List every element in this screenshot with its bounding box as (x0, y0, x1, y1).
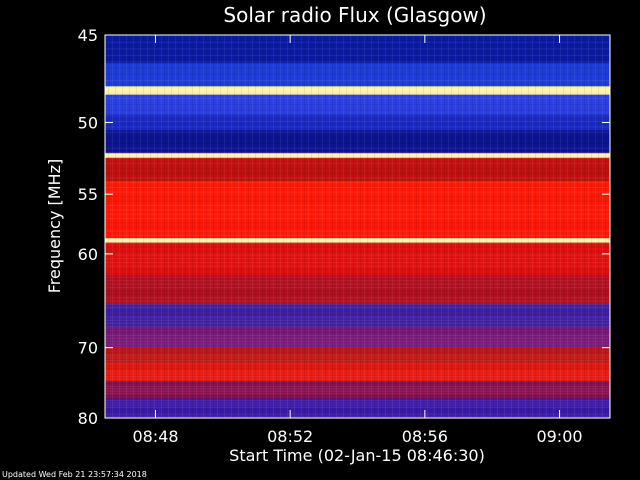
y-tick-label: 70 (78, 339, 98, 358)
y-tick-label: 80 (78, 409, 98, 428)
x-axis-label: Start Time (02-Jan-15 08:46:30) (229, 446, 485, 465)
y-tick-label: 55 (78, 185, 98, 204)
y-tick-label: 45 (78, 26, 98, 45)
x-tick-label: 08:56 (402, 427, 448, 446)
noise-overlay (105, 35, 610, 418)
y-axis: 45 50 55 60 70 80 (78, 26, 610, 428)
footer-timestamp: Updated Wed Feb 21 23:57:34 2018 (2, 470, 147, 479)
plot-frame (104, 34, 611, 419)
x-axis: 08:48 08:52 08:56 09:00 (132, 35, 583, 446)
y-tick-label: 50 (78, 114, 98, 133)
x-tick-label: 09:00 (536, 427, 582, 446)
chart-title: Solar radio Flux (Glasgow) (223, 3, 486, 27)
x-tick-label: 08:52 (267, 427, 313, 446)
x-tick-label: 08:48 (132, 427, 178, 446)
y-axis-label: Frequency [MHz] (45, 159, 64, 293)
y-tick-label: 60 (78, 245, 98, 264)
